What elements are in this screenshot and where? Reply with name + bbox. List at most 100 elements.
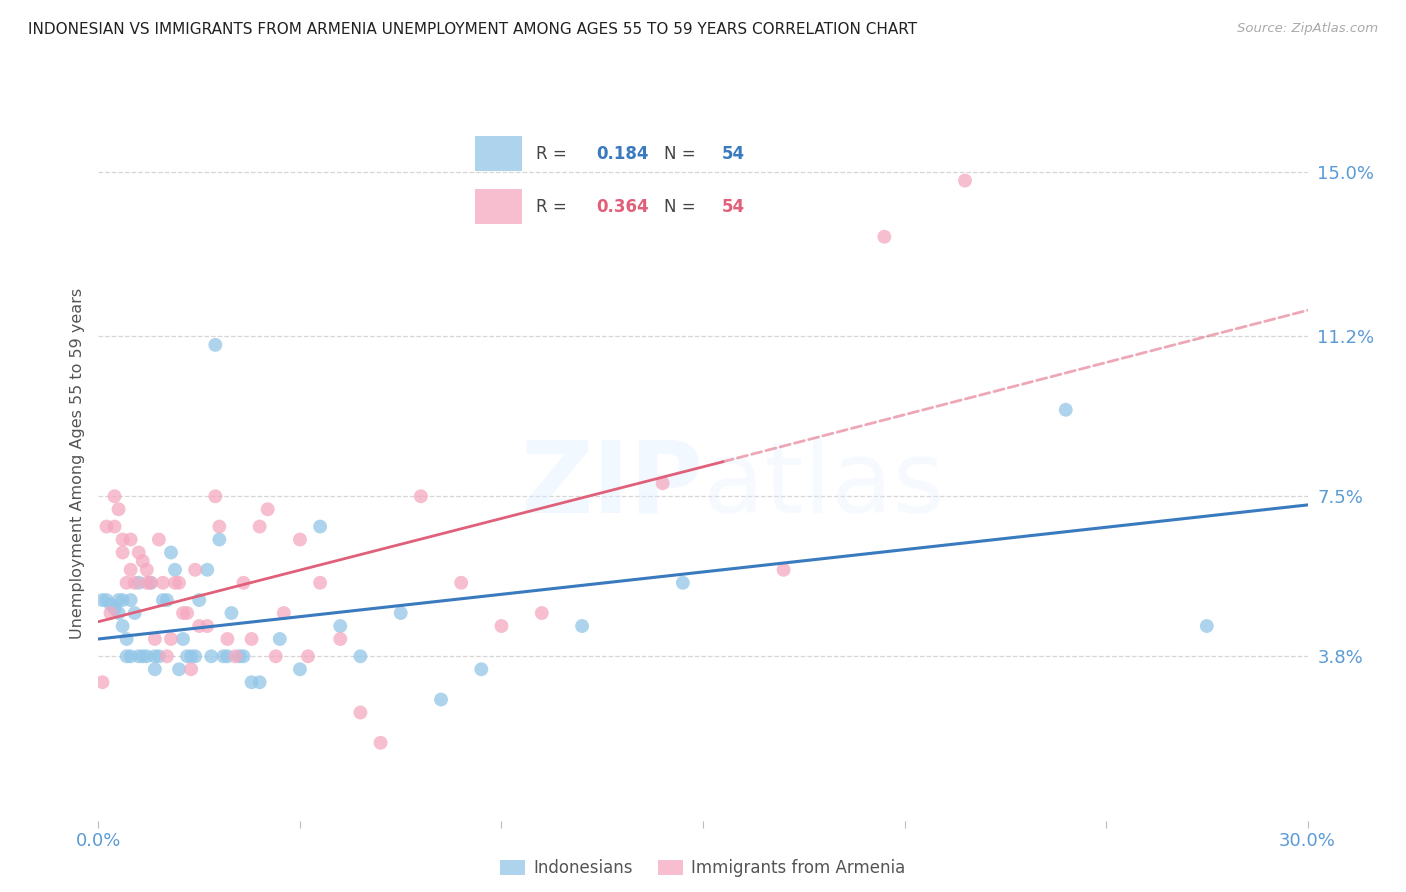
- Point: [156, 649, 179, 664]
- Point: [204, 489, 226, 503]
- Point: [135, 563, 157, 577]
- Point: [180, 662, 202, 676]
- Point: [111, 545, 134, 559]
- Point: [571, 619, 593, 633]
- Point: [953, 173, 976, 187]
- Y-axis label: Unemployment Among Ages 55 to 59 years: Unemployment Among Ages 55 to 59 years: [69, 288, 84, 640]
- Point: [672, 575, 695, 590]
- Point: [107, 606, 129, 620]
- Point: [195, 563, 218, 577]
- Point: [232, 649, 254, 664]
- Point: [163, 563, 186, 577]
- Point: [1195, 619, 1218, 633]
- Point: [200, 649, 222, 664]
- Point: [172, 606, 194, 620]
- Point: [208, 519, 231, 533]
- Point: [96, 519, 118, 533]
- Point: [470, 662, 492, 676]
- Point: [132, 649, 155, 664]
- Point: [273, 606, 295, 620]
- Point: [107, 502, 129, 516]
- Point: [651, 476, 673, 491]
- Point: [152, 593, 174, 607]
- Point: [167, 575, 190, 590]
- Point: [264, 649, 287, 664]
- Point: [163, 575, 186, 590]
- Point: [249, 519, 271, 533]
- Point: [249, 675, 271, 690]
- Point: [329, 632, 352, 646]
- Point: [389, 606, 412, 620]
- Point: [115, 632, 138, 646]
- Point: [180, 649, 202, 664]
- Point: [135, 649, 157, 664]
- Point: [221, 606, 243, 620]
- Point: [120, 563, 142, 577]
- Point: [370, 736, 392, 750]
- Point: [111, 533, 134, 547]
- Point: [430, 692, 453, 706]
- Point: [195, 619, 218, 633]
- Point: [772, 563, 794, 577]
- Point: [172, 632, 194, 646]
- Point: [139, 575, 162, 590]
- Point: [349, 706, 371, 720]
- Point: [269, 632, 291, 646]
- Point: [212, 649, 235, 664]
- Point: [217, 649, 239, 664]
- Point: [160, 545, 183, 559]
- Point: [152, 575, 174, 590]
- Point: [100, 606, 122, 620]
- Point: [176, 649, 198, 664]
- Point: [1054, 402, 1077, 417]
- Point: [232, 575, 254, 590]
- Point: [176, 606, 198, 620]
- Point: [156, 593, 179, 607]
- Point: [450, 575, 472, 590]
- Point: [148, 533, 170, 547]
- Point: [491, 619, 513, 633]
- Point: [167, 662, 190, 676]
- Point: [103, 519, 125, 533]
- Point: [188, 593, 211, 607]
- Point: [188, 619, 211, 633]
- Point: [873, 229, 896, 244]
- Point: [135, 575, 157, 590]
- Point: [256, 502, 278, 516]
- Point: [96, 593, 118, 607]
- Point: [120, 533, 142, 547]
- Point: [132, 554, 155, 568]
- Point: [111, 619, 134, 633]
- Point: [240, 675, 263, 690]
- Point: [288, 662, 311, 676]
- Legend: Indonesians, Immigrants from Armenia: Indonesians, Immigrants from Armenia: [494, 853, 912, 884]
- Point: [208, 533, 231, 547]
- Point: [139, 575, 162, 590]
- Point: [100, 598, 122, 612]
- Point: [143, 632, 166, 646]
- Point: [91, 675, 114, 690]
- Point: [143, 662, 166, 676]
- Point: [128, 545, 150, 559]
- Point: [228, 649, 250, 664]
- Point: [128, 649, 150, 664]
- Text: Source: ZipAtlas.com: Source: ZipAtlas.com: [1237, 22, 1378, 36]
- Point: [148, 649, 170, 664]
- Point: [143, 649, 166, 664]
- Point: [103, 601, 125, 615]
- Point: [297, 649, 319, 664]
- Point: [120, 649, 142, 664]
- Point: [309, 519, 332, 533]
- Point: [217, 632, 239, 646]
- Point: [115, 575, 138, 590]
- Point: [409, 489, 432, 503]
- Point: [103, 489, 125, 503]
- Point: [309, 575, 332, 590]
- Point: [120, 593, 142, 607]
- Text: ZIP: ZIP: [520, 437, 703, 533]
- Point: [288, 533, 311, 547]
- Point: [107, 593, 129, 607]
- Text: atlas: atlas: [703, 437, 945, 533]
- Point: [124, 575, 146, 590]
- Point: [240, 632, 263, 646]
